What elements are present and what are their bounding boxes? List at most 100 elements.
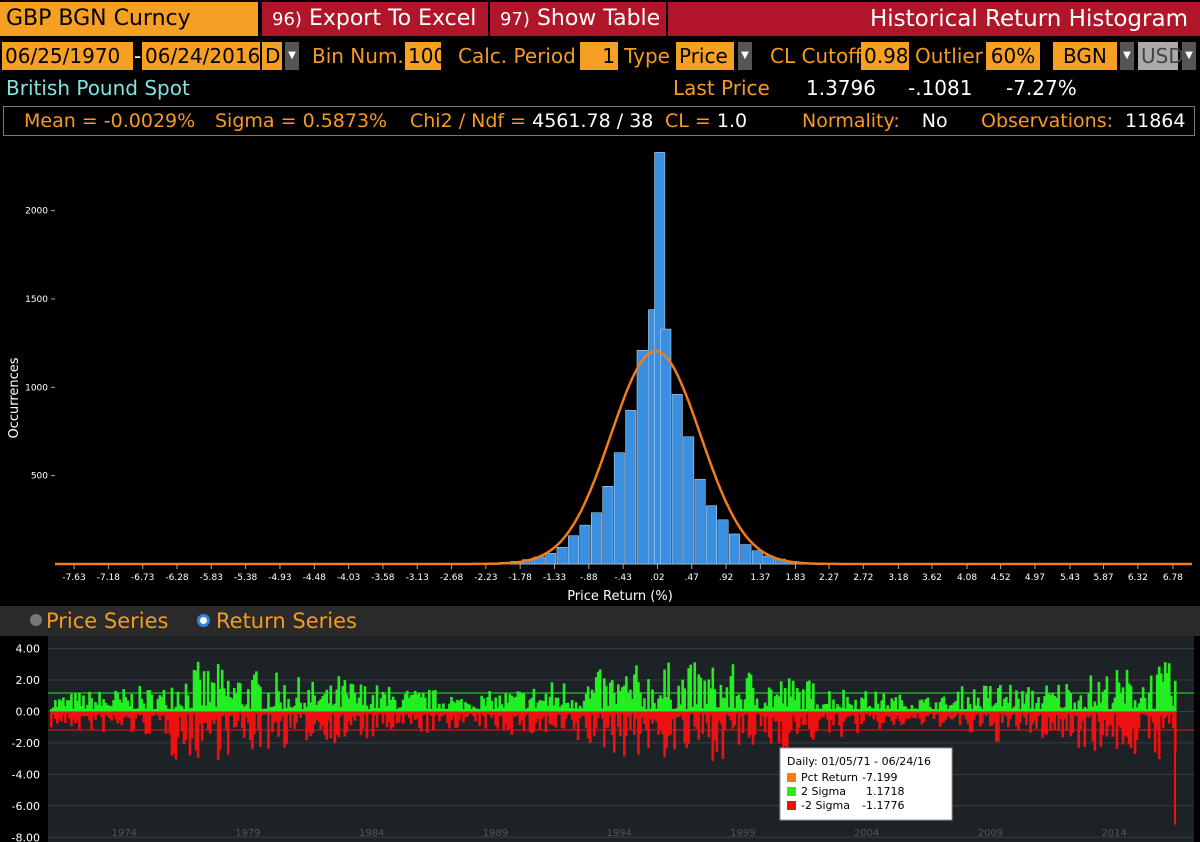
return-bar-negative bbox=[80, 711, 83, 717]
return-bar-negative bbox=[355, 711, 359, 716]
return-bar-negative bbox=[464, 711, 467, 718]
return-bar-negative bbox=[1163, 711, 1167, 718]
return-bar-positive bbox=[319, 699, 323, 712]
return-bar-negative bbox=[397, 711, 401, 723]
return-bar-positive bbox=[980, 708, 984, 712]
return-bar-negative bbox=[572, 711, 576, 730]
type-field[interactable]: Price bbox=[676, 42, 734, 70]
return-bar-negative bbox=[852, 711, 855, 716]
return-bar-positive bbox=[1173, 680, 1177, 712]
return-bar-positive bbox=[721, 697, 725, 712]
return-bar-positive bbox=[590, 689, 594, 712]
return-bar-positive bbox=[659, 695, 662, 712]
calc-period-field[interactable]: 1 bbox=[580, 42, 618, 70]
return-bar-positive bbox=[383, 694, 387, 712]
return-bar-positive bbox=[1169, 695, 1173, 712]
return-bar-positive bbox=[1163, 662, 1167, 712]
return-bar-positive bbox=[542, 700, 546, 712]
return-bar-positive bbox=[639, 692, 642, 712]
periodicity-field[interactable]: D bbox=[262, 42, 282, 70]
price-series-radio-icon[interactable] bbox=[30, 614, 42, 626]
return-bar-negative bbox=[532, 711, 536, 732]
return-bar-positive bbox=[194, 670, 198, 712]
show-table-button[interactable]: 97) Show Table bbox=[490, 2, 666, 36]
return-bar-positive bbox=[357, 697, 361, 712]
return-bar-positive bbox=[263, 708, 266, 712]
source-dropdown-icon[interactable]: ▼ bbox=[1120, 42, 1134, 70]
legend-swatch-pct-return bbox=[787, 773, 796, 782]
end-date-field[interactable]: 06/24/2016 bbox=[142, 42, 260, 70]
histogram-x-tick-label: -2.68 bbox=[440, 573, 464, 583]
return-bar-negative bbox=[1169, 711, 1173, 714]
return-bar-positive bbox=[512, 697, 516, 712]
return-bar-negative bbox=[180, 711, 184, 732]
return-bar-positive bbox=[373, 707, 377, 712]
return-bar-positive bbox=[333, 703, 337, 712]
return-bar-positive bbox=[399, 707, 403, 712]
return-bar-positive bbox=[608, 682, 612, 712]
return-bar-positive bbox=[974, 705, 978, 712]
return-bar-negative bbox=[544, 711, 548, 732]
tab-price-series[interactable]: Price Series bbox=[46, 609, 169, 633]
return-bar-negative bbox=[335, 711, 339, 735]
return-bar-positive bbox=[130, 694, 134, 712]
legend-2-sigma-value: 1.1718 bbox=[866, 785, 905, 798]
return-bar-negative bbox=[848, 711, 851, 717]
return-bar-positive bbox=[518, 691, 522, 712]
return-bar-positive bbox=[158, 695, 162, 712]
return-bar-positive bbox=[844, 708, 847, 712]
return-bar-negative bbox=[826, 711, 829, 720]
return-bar-negative bbox=[476, 711, 479, 714]
return-bar-negative bbox=[1049, 711, 1052, 732]
return-bar-negative bbox=[942, 711, 946, 722]
return-bar-negative bbox=[166, 711, 170, 721]
return-bar-positive bbox=[232, 687, 236, 712]
return-bar-positive bbox=[789, 696, 793, 712]
return-bar-positive bbox=[273, 706, 276, 712]
return-bar-positive bbox=[602, 678, 606, 712]
tab-return-series[interactable]: Return Series bbox=[216, 609, 357, 633]
return-bar-negative bbox=[222, 711, 226, 716]
return-bar-negative bbox=[353, 711, 357, 721]
return-bar-positive bbox=[98, 691, 101, 712]
return-bar-positive bbox=[566, 702, 570, 712]
return-bar-positive bbox=[271, 706, 274, 712]
return-bar-positive bbox=[104, 702, 107, 712]
return-bar-positive bbox=[220, 669, 224, 712]
currency-dropdown-icon[interactable]: ▼ bbox=[1182, 42, 1196, 70]
currency-field[interactable]: USD bbox=[1138, 42, 1184, 70]
return-bar-positive bbox=[1047, 692, 1050, 712]
return-bar-positive bbox=[916, 708, 920, 712]
ticker-field[interactable]: GBP BGN Curncy bbox=[0, 2, 258, 36]
return-bar-negative bbox=[1067, 711, 1071, 715]
return-bar-positive bbox=[434, 689, 437, 712]
return-bar-positive bbox=[132, 708, 136, 712]
return-y-tick-label: -2.00 bbox=[12, 737, 40, 750]
source-field[interactable]: BGN bbox=[1053, 42, 1117, 70]
return-bar-negative bbox=[116, 711, 119, 724]
start-date-field[interactable]: 06/25/1970 bbox=[2, 42, 133, 70]
return-bar-positive bbox=[78, 693, 81, 712]
return-bar-negative bbox=[319, 711, 323, 730]
return-bar-positive bbox=[989, 685, 992, 712]
return-bar-positive bbox=[1091, 706, 1095, 712]
return-bar-positive bbox=[1141, 687, 1145, 712]
return-bar-positive bbox=[755, 698, 759, 712]
cl-cutoff-field[interactable]: 0.98 bbox=[861, 42, 909, 70]
chi2-label: Chi2 / Ndf = bbox=[410, 110, 527, 132]
return-bar-positive bbox=[751, 687, 755, 712]
periodicity-dropdown-icon[interactable]: ▼ bbox=[285, 42, 299, 70]
return-bar-negative bbox=[582, 711, 586, 716]
return-bar-positive bbox=[717, 707, 721, 712]
return-series-radio-icon[interactable] bbox=[197, 614, 210, 627]
return-bar-positive bbox=[1121, 687, 1125, 712]
export-to-excel-button[interactable]: 96) Export To Excel bbox=[262, 2, 488, 36]
return-bar-negative bbox=[598, 711, 602, 714]
return-bar-negative bbox=[689, 711, 693, 715]
bin-num-field[interactable]: 100 bbox=[405, 42, 446, 70]
return-bar-negative bbox=[677, 711, 680, 718]
return-bar-positive bbox=[574, 702, 578, 712]
type-dropdown-icon[interactable]: ▼ bbox=[738, 42, 752, 70]
outlier-field[interactable]: 60% bbox=[986, 42, 1040, 70]
return-bar-negative bbox=[96, 711, 99, 715]
